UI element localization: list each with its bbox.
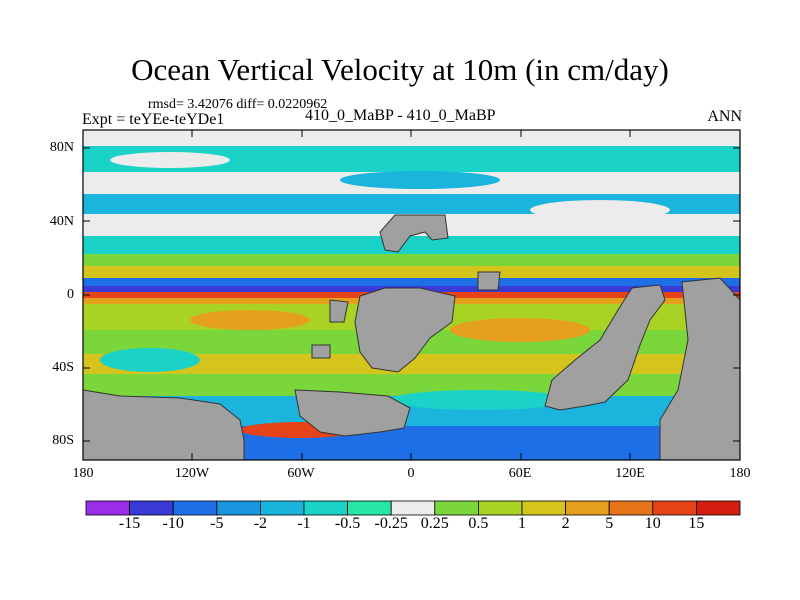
colorbar-label: 0.5 bbox=[468, 515, 489, 532]
colorbar-label: 2 bbox=[561, 515, 570, 532]
land-mass bbox=[477, 271, 501, 291]
land-mass bbox=[329, 299, 349, 323]
y-tick-label: 80S bbox=[52, 433, 74, 448]
y-tick-label: 0 bbox=[67, 287, 74, 302]
colorbar-label: -2 bbox=[253, 515, 268, 532]
colorbar-label: 15 bbox=[688, 515, 705, 532]
land-mass bbox=[83, 389, 245, 460]
ocean-band bbox=[83, 374, 740, 396]
colorbar-swatch bbox=[172, 500, 218, 516]
colorbar-swatch bbox=[434, 500, 479, 516]
ocean-feature bbox=[110, 152, 230, 168]
colorbar-swatch bbox=[652, 500, 697, 516]
ocean-feature bbox=[450, 318, 590, 342]
y-tick-label: 40N bbox=[49, 214, 74, 229]
ocean-feature bbox=[390, 390, 570, 410]
ocean-band bbox=[83, 236, 740, 254]
colorbar-label: 0.25 bbox=[420, 515, 449, 532]
colorbar-swatch bbox=[696, 500, 741, 516]
colorbar-swatch bbox=[303, 500, 348, 516]
colorbar-swatch bbox=[608, 500, 654, 516]
x-tick-label: 180 bbox=[729, 466, 751, 481]
colorbar-swatch bbox=[347, 500, 392, 516]
colorbar-swatch bbox=[259, 500, 305, 516]
case-label: 410_0_MaBP - 410_0_MaBP bbox=[305, 107, 496, 124]
colorbar-swatch bbox=[390, 500, 436, 516]
ocean-band bbox=[83, 130, 740, 146]
ocean-band bbox=[83, 278, 740, 286]
land-mass bbox=[544, 284, 666, 411]
colorbar-label: 10 bbox=[644, 515, 661, 532]
colorbar-swatch bbox=[85, 500, 130, 516]
y-tick-label: 80N bbox=[49, 140, 74, 155]
land-mass bbox=[311, 344, 331, 359]
map-title: Ocean Vertical Velocity at 10m (in cm/da… bbox=[131, 52, 669, 87]
land-mass bbox=[379, 214, 449, 253]
colorbar-label: 5 bbox=[605, 515, 614, 532]
land-mass bbox=[354, 287, 456, 373]
ocean-feature bbox=[100, 348, 200, 372]
ocean-feature bbox=[340, 171, 500, 189]
y-tick-label: 40S bbox=[52, 360, 74, 375]
axis-ticks bbox=[82, 130, 741, 460]
map-plot-area bbox=[83, 130, 740, 460]
experiment-label: Expt = teYEe-teYDe1 bbox=[82, 111, 225, 128]
ocean-band bbox=[83, 254, 740, 266]
colorbar-label: -5 bbox=[210, 515, 224, 532]
colorbar-swatch bbox=[216, 500, 261, 516]
land-mass bbox=[294, 389, 411, 437]
colorbar-label: -1 bbox=[297, 515, 311, 532]
colorbar-label: -15 bbox=[118, 515, 141, 532]
colorbar-swatch bbox=[521, 500, 566, 516]
x-tick-label: 60W bbox=[287, 466, 315, 481]
colorbar-swatch bbox=[129, 500, 174, 516]
land-mass bbox=[659, 277, 740, 460]
colorbar-swatch bbox=[477, 500, 523, 516]
colorbar-label: -0.25 bbox=[374, 515, 408, 532]
stats-text: rmsd= 3.42076 diff= 0.0220962 bbox=[148, 97, 328, 112]
colorbar-swatch bbox=[565, 500, 610, 516]
x-tick-label: 180 bbox=[72, 466, 94, 481]
x-tick-label: 120W bbox=[174, 466, 210, 481]
colorbar-label: 1 bbox=[518, 515, 526, 532]
colorbar-label: -0.5 bbox=[334, 515, 361, 532]
ocean-band bbox=[83, 266, 740, 278]
colorbar bbox=[85, 500, 741, 516]
x-tick-label: 60E bbox=[508, 466, 532, 481]
x-tick-label: 120E bbox=[615, 466, 645, 481]
ocean-feature bbox=[530, 200, 670, 220]
colorbar-label: -10 bbox=[162, 515, 184, 532]
season-label: ANN bbox=[707, 108, 742, 125]
x-tick-label: 0 bbox=[407, 466, 415, 481]
ocean-feature bbox=[190, 310, 310, 330]
